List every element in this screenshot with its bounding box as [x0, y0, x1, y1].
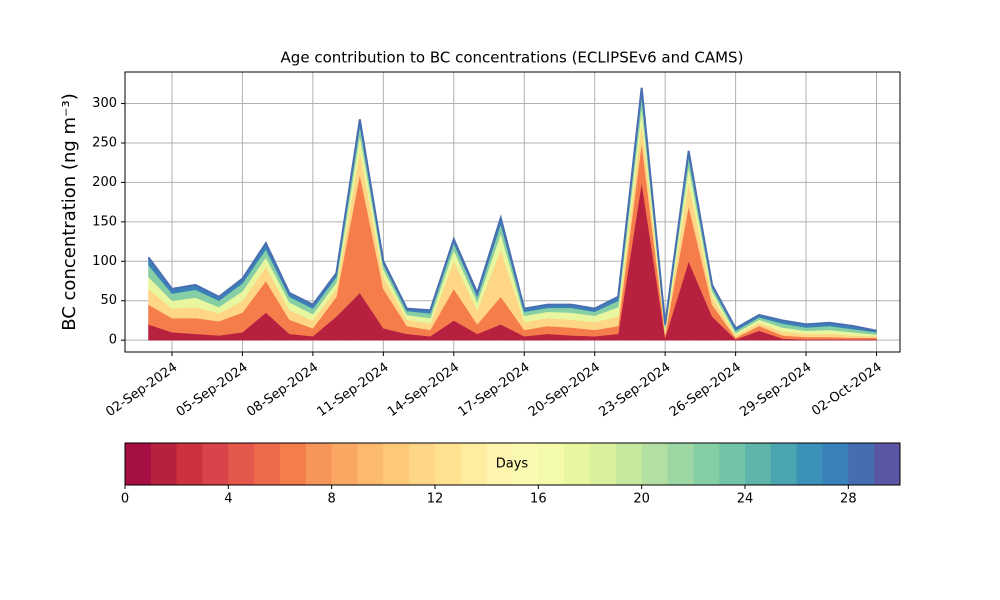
x-tick-label: 29-Sep-2024	[737, 360, 814, 420]
colorbar-cell	[667, 443, 694, 485]
x-tick-label: 23-Sep-2024	[596, 360, 673, 420]
colorbar-tick-label: 28	[840, 492, 857, 507]
colorbar-tick-label: 12	[427, 492, 444, 507]
colorbar-cell	[770, 443, 798, 485]
x-tick-label: 08-Sep-2024	[244, 360, 321, 420]
y-tick-label: 150	[92, 214, 117, 229]
y-tick-label: 50	[100, 293, 117, 308]
total-outline	[147, 87, 877, 332]
x-tick-label: 02-Oct-2024	[809, 360, 885, 419]
colorbar-cell	[590, 443, 617, 485]
colorbar-cell	[202, 443, 229, 485]
x-tick-label: 11-Sep-2024	[315, 360, 392, 420]
colorbar-cell	[486, 443, 513, 485]
colorbar-cell	[383, 443, 410, 485]
x-tick-label: 05-Sep-2024	[174, 360, 251, 420]
colorbar-cell	[254, 443, 281, 485]
colorbar-cell	[745, 443, 772, 485]
colorbar-cell	[150, 443, 178, 485]
x-tick-label: 14-Sep-2024	[385, 360, 462, 420]
colorbar-cell	[512, 443, 539, 485]
colorbar-cell	[305, 443, 333, 485]
y-tick-label: 250	[92, 135, 117, 150]
colorbar-cell	[564, 443, 591, 485]
chart-title: Age contribution to BC concentrations (E…	[281, 49, 744, 67]
colorbar-label: Days	[496, 457, 529, 472]
colorbar-frame	[124, 442, 901, 486]
colorbar-cell	[641, 443, 668, 485]
colorbar-tick-label: 0	[121, 492, 129, 507]
colorbar-cell	[280, 443, 307, 485]
colorbar-tick-label: 4	[224, 492, 232, 507]
y-tick-label: 300	[92, 96, 117, 111]
colorbar-cell	[357, 443, 384, 485]
x-tick-label: 20-Sep-2024	[526, 360, 603, 420]
y-axis-label: BC concentration (ng m⁻³)	[59, 93, 80, 331]
x-tick-label: 26-Sep-2024	[667, 360, 744, 420]
x-tick-label: 02-Sep-2024	[103, 360, 180, 420]
colorbar-cell	[176, 443, 203, 485]
colorbar-cell	[228, 443, 255, 485]
y-tick-label: 0	[109, 333, 117, 348]
y-tick-label: 100	[92, 254, 117, 269]
colorbar-cell	[125, 443, 152, 485]
colorbar-cell	[874, 443, 901, 485]
colorbar-cell	[848, 443, 875, 485]
colorbar-cell	[796, 443, 823, 485]
x-tick-label: 17-Sep-2024	[456, 360, 533, 420]
colorbar-cell	[615, 443, 643, 485]
colorbar-tick-label: 20	[633, 492, 650, 507]
colorbar-cell	[693, 443, 720, 485]
colorbar-tick-label: 16	[530, 492, 547, 507]
colorbar-cell	[719, 443, 746, 485]
colorbar-cell	[331, 443, 358, 485]
colorbar-cell	[409, 443, 436, 485]
colorbar-cell	[460, 443, 488, 485]
colorbar-cell	[822, 443, 849, 485]
colorbar-tick-label: 24	[737, 492, 754, 507]
plot-frame	[124, 71, 901, 353]
y-tick-label: 200	[92, 175, 117, 190]
colorbar-cell	[435, 443, 462, 485]
colorbar-tick-label: 8	[328, 492, 336, 507]
colorbar-cell	[538, 443, 565, 485]
